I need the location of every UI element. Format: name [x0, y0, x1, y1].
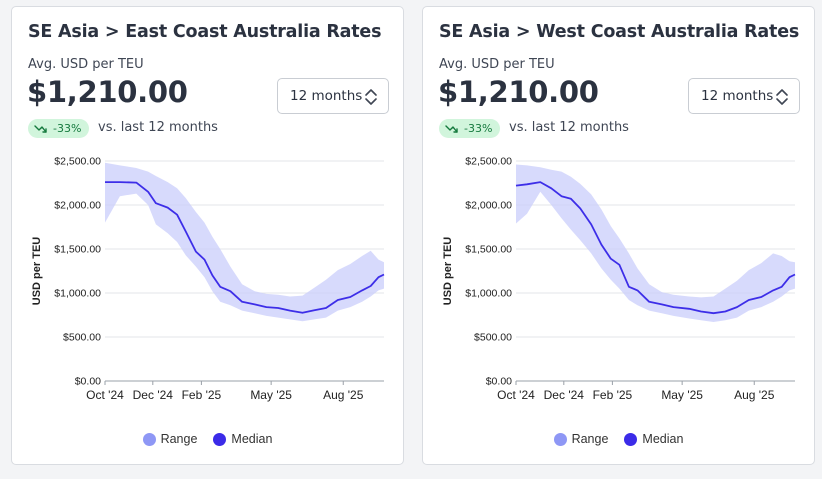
y-axis-label: USD per TEU: [31, 237, 43, 306]
y-tick-label: $500.00: [474, 332, 512, 344]
trend-down-icon: [34, 124, 47, 133]
legend-label-median: Median: [231, 432, 273, 446]
x-tick-label: Feb '25: [182, 388, 222, 402]
chevron-up-down-icon: [365, 89, 377, 105]
legend-label-median: Median: [642, 432, 684, 446]
change-badge-value: -33%: [464, 122, 493, 135]
legend-item-range[interactable]: Range: [553, 432, 609, 446]
chart-legend: Range Median: [12, 432, 403, 446]
legend-label-range: Range: [160, 432, 198, 446]
change-badge-value: -33%: [53, 122, 82, 135]
y-tick-label: $0.00: [75, 376, 101, 388]
y-tick-label: $2,000.00: [54, 200, 101, 212]
range-band: [105, 162, 384, 322]
y-tick-label: $1,000.00: [54, 288, 101, 300]
chart-legend: Range Median: [423, 432, 814, 446]
compare-text: vs. last 12 months: [98, 120, 218, 135]
trend-down-icon: [445, 124, 458, 133]
card-title: SE Asia > East Coast Australia Rates: [28, 22, 382, 42]
change-badge: -33%: [28, 119, 90, 138]
period-select-value: 12 months: [701, 88, 774, 104]
y-axis-label: USD per TEU: [442, 237, 454, 306]
median-legend-dot: [624, 432, 638, 446]
metric-value: $1,210.00: [438, 75, 599, 109]
compare-text: vs. last 12 months: [509, 120, 629, 135]
y-tick-label: $1,500.00: [54, 244, 101, 256]
x-tick-label: May '25: [250, 388, 292, 402]
rate-card: SE Asia > East Coast Australia Rates Avg…: [11, 6, 404, 465]
x-tick-label: May '25: [661, 388, 703, 402]
median-legend-dot: [213, 432, 227, 446]
metric-value: $1,210.00: [27, 75, 188, 109]
rates-chart: $0.00 $500.00 $1,000.00 $1,500.00 $2,000.00 $…: [442, 156, 796, 402]
y-tick-label: $2,500.00: [54, 156, 101, 168]
rates-chart: $0.00 $500.00 $1,000.00 $1,500.00 $2,000.00 $…: [31, 156, 385, 402]
rate-card: SE Asia > West Coast Australia Rates Avg…: [422, 6, 815, 465]
chevron-up-down-icon: [776, 89, 788, 105]
legend-item-median[interactable]: Median: [213, 432, 272, 446]
median-line: [515, 181, 796, 315]
period-select[interactable]: 12 months: [277, 78, 389, 114]
y-tick-label: $1,500.00: [465, 244, 512, 256]
median-line: [105, 181, 385, 314]
x-tick-label: Aug '25: [734, 388, 775, 402]
period-select-value: 12 months: [290, 88, 363, 104]
card-title: SE Asia > West Coast Australia Rates: [439, 22, 800, 42]
change-badge: -33%: [439, 119, 501, 138]
range-band: [516, 164, 795, 322]
y-tick-label: $500.00: [63, 332, 101, 344]
metric-label: Avg. USD per TEU: [439, 57, 555, 72]
legend-item-median[interactable]: Median: [624, 432, 683, 446]
x-tick-label: Dec '24: [544, 388, 585, 402]
y-tick-label: $2,000.00: [465, 200, 512, 212]
range-legend-dot: [553, 432, 567, 446]
x-tick-label: Dec '24: [133, 388, 174, 402]
period-select[interactable]: 12 months: [688, 78, 800, 114]
x-tick-label: Feb '25: [593, 388, 633, 402]
legend-item-range[interactable]: Range: [142, 432, 198, 446]
y-tick-label: $1,000.00: [465, 288, 512, 300]
x-tick-label: Oct '24: [86, 388, 124, 402]
legend-label-range: Range: [571, 432, 609, 446]
y-tick-label: $2,500.00: [465, 156, 512, 168]
x-tick-label: Aug '25: [323, 388, 364, 402]
range-legend-dot: [142, 432, 156, 446]
y-tick-label: $0.00: [486, 376, 512, 388]
x-tick-label: Oct '24: [497, 388, 535, 402]
metric-label: Avg. USD per TEU: [28, 57, 144, 72]
